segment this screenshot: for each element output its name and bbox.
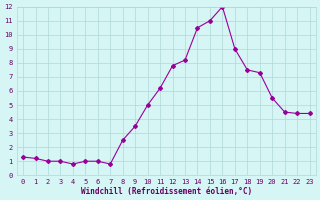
- X-axis label: Windchill (Refroidissement éolien,°C): Windchill (Refroidissement éolien,°C): [81, 187, 252, 196]
